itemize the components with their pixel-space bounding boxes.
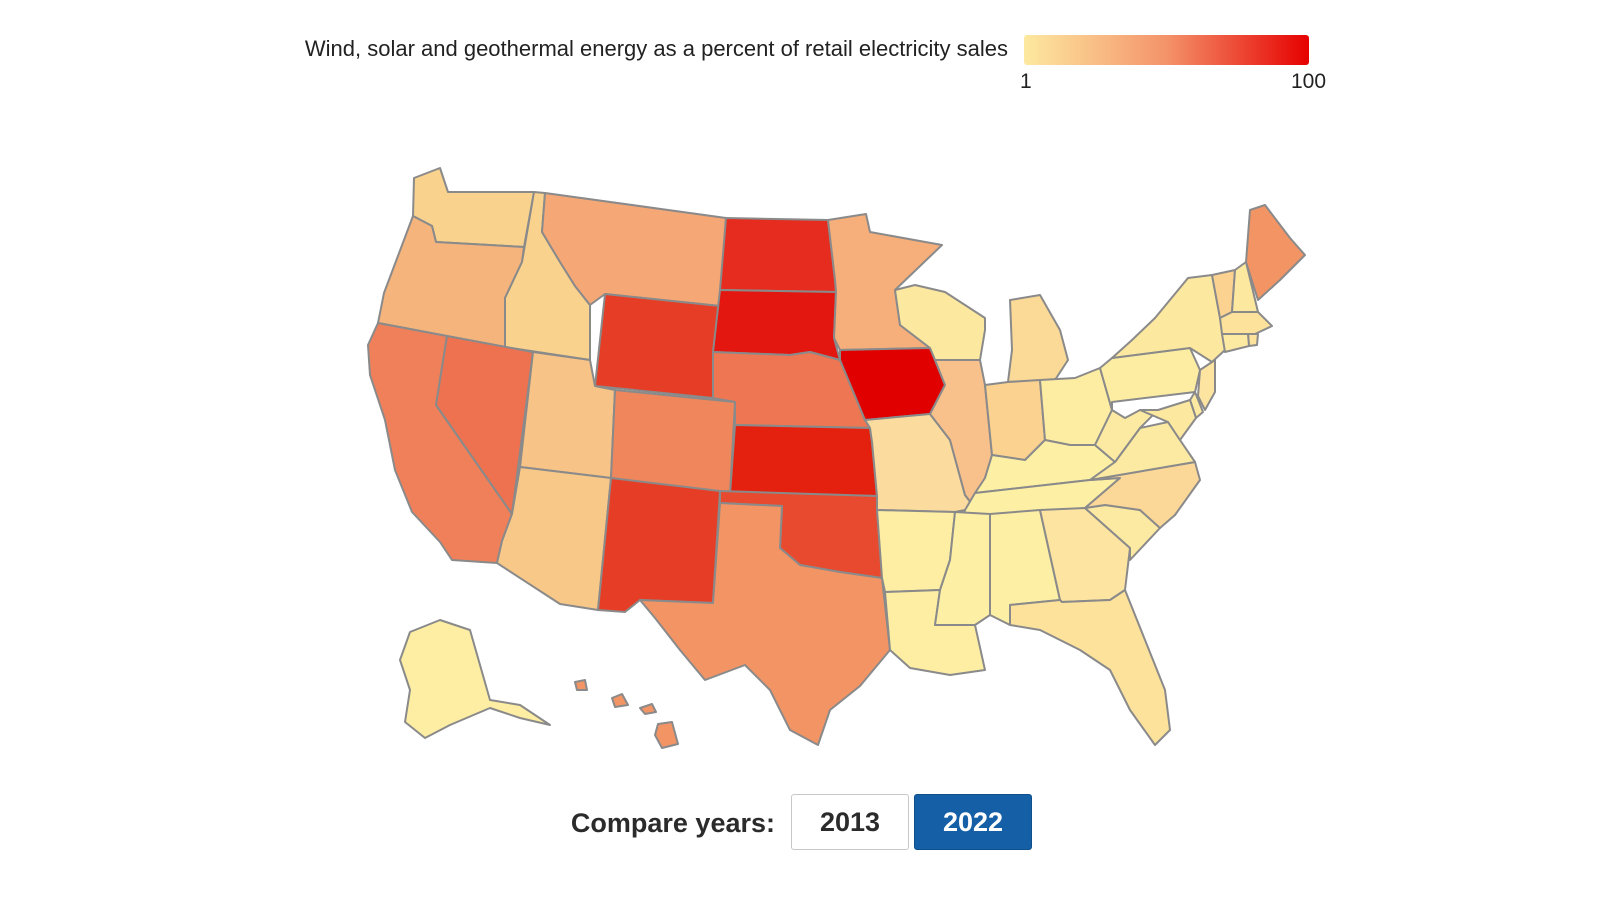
state-ak[interactable] (399, 619, 551, 739)
state-nd[interactable] (719, 217, 837, 293)
legend-color-bar (1024, 35, 1309, 65)
legend-min-label: 1 (1020, 70, 1032, 93)
compare-years-label: Compare years: (570, 808, 775, 838)
state-mi[interactable] (1007, 294, 1069, 383)
legend-title: Wind, solar and geothermal energy as a p… (304, 36, 1008, 61)
state-fl[interactable] (1009, 589, 1171, 746)
state-ma[interactable] (1219, 311, 1273, 335)
state-md[interactable] (1139, 399, 1197, 441)
state-hi[interactable] (574, 679, 679, 749)
state-wi[interactable] (894, 284, 986, 361)
state-sd[interactable] (712, 289, 841, 361)
state-nj[interactable] (1197, 359, 1216, 411)
legend-max-label: 100 (1291, 70, 1327, 93)
year-button-2013[interactable]: 2013 (791, 794, 909, 850)
state-wy[interactable] (594, 293, 721, 399)
state-nc[interactable] (1084, 461, 1201, 529)
state-ks[interactable] (729, 424, 878, 497)
state-tx[interactable] (639, 502, 891, 746)
state-me[interactable] (1245, 204, 1306, 301)
state-nm[interactable] (597, 477, 721, 613)
state-ct[interactable] (1221, 333, 1250, 353)
state-ny[interactable] (1111, 274, 1226, 363)
state-co[interactable] (610, 389, 736, 495)
year-button-2022[interactable]: 2022 (914, 794, 1032, 850)
